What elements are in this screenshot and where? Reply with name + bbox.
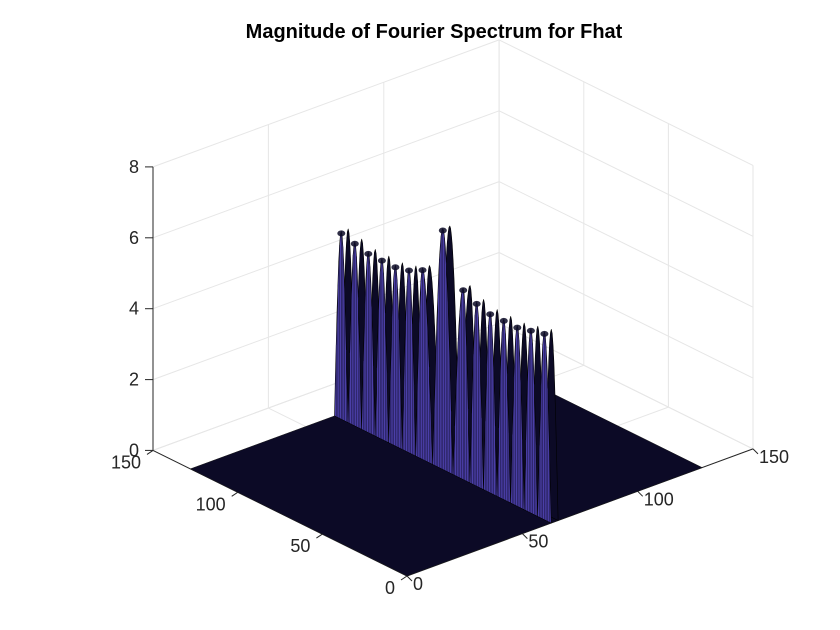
ridge-peak: [405, 267, 413, 274]
ridge-peak: [513, 324, 522, 331]
ridge-peak: [418, 267, 427, 274]
grid-line: [498, 110, 754, 237]
y-tick-label: 0: [385, 578, 395, 598]
ridge-peak: [459, 287, 468, 294]
grid-line: [498, 39, 754, 166]
z-tick-label: 6: [129, 228, 139, 248]
y-tick-mark: [231, 491, 238, 497]
z-tick-label: 4: [129, 299, 139, 319]
ridge-peak: [526, 327, 535, 334]
ridge-peak: [364, 250, 373, 257]
chart-title: Magnitude of Fourier Spectrum for Fhat: [246, 21, 623, 43]
y-tick-label: 100: [196, 494, 226, 514]
x-tick-label: 150: [759, 447, 789, 467]
ridge-peak: [377, 257, 386, 264]
x-tick-mark: [406, 575, 413, 582]
grid-line: [498, 181, 754, 308]
y-tick-label: 50: [290, 536, 310, 556]
y-tick-label: 150: [111, 452, 141, 472]
ridge-peak: [540, 330, 549, 337]
ridge-peak: [472, 300, 481, 307]
x-tick-mark: [522, 533, 528, 539]
x-tick-mark: [752, 448, 759, 455]
y-tick-mark: [400, 575, 408, 581]
grid-line: [152, 39, 500, 168]
ridge-peak: [499, 317, 508, 324]
y-tick-mark: [146, 449, 154, 455]
y-tick-mark: [316, 533, 323, 539]
x-tick-label: 50: [528, 532, 548, 552]
grid-line: [498, 322, 754, 450]
ridge-peak: [486, 311, 495, 318]
z-tick-label: 2: [129, 370, 139, 390]
x-tick-label: 0: [413, 574, 423, 594]
surface-layer: [189, 225, 703, 577]
ridge-peak: [438, 227, 447, 234]
grid-line: [152, 110, 500, 239]
ridge-peak: [350, 240, 359, 247]
x-tick-mark: [637, 490, 644, 497]
ridge-peak: [391, 264, 400, 271]
z-tick-label: 0: [129, 440, 139, 460]
x-tick-label: 100: [644, 489, 674, 509]
grid-line: [152, 181, 500, 310]
z-tick-label: 8: [129, 157, 139, 177]
ridge-peak: [337, 230, 346, 237]
grid-line: [498, 252, 754, 379]
